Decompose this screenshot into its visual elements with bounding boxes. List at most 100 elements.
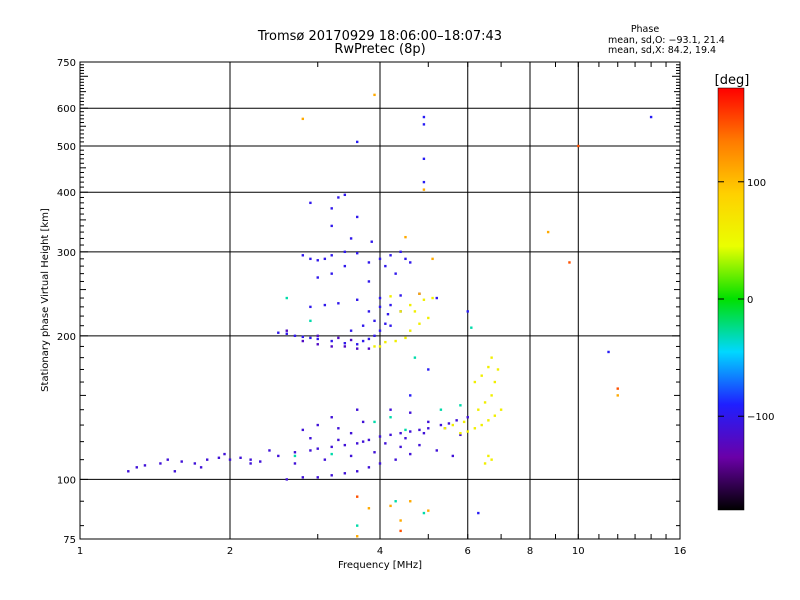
data-point (404, 428, 407, 432)
data-point (316, 259, 319, 262)
colorbar-label: [deg] (715, 73, 750, 88)
data-point (409, 500, 412, 503)
data-point (330, 345, 333, 348)
data-point (228, 458, 232, 461)
data-point (293, 454, 297, 458)
x-tick-label: 8 (527, 546, 533, 557)
data-point (616, 387, 619, 390)
data-point (431, 296, 434, 300)
data-point (330, 452, 333, 456)
data-point (293, 462, 297, 465)
data-point (373, 93, 376, 97)
data-point (309, 336, 312, 340)
data-point (277, 454, 280, 458)
data-point (373, 420, 376, 424)
data-point (455, 419, 458, 422)
data-point (285, 296, 288, 300)
data-point (439, 408, 443, 411)
data-point (394, 272, 397, 275)
data-point (649, 115, 653, 119)
grid-lines (80, 62, 680, 539)
data-point (159, 462, 162, 465)
data-point (301, 254, 305, 257)
data-point (459, 431, 462, 435)
data-point (316, 334, 319, 338)
y-tick-label: 500 (57, 142, 76, 153)
data-point (285, 329, 288, 332)
data-point (483, 462, 487, 465)
data-point (309, 319, 312, 323)
data-point (330, 224, 333, 228)
data-point (127, 470, 130, 473)
x-tick-label: 4 (377, 546, 383, 557)
data-point (422, 511, 426, 515)
stats-heading: Phase (631, 24, 660, 35)
data-point (343, 250, 347, 254)
data-point (309, 449, 312, 452)
data-point (378, 305, 382, 309)
data-point (301, 335, 305, 339)
data-point (143, 464, 147, 467)
x-axis-label: Frequency [MHz] (338, 560, 422, 571)
data-point (330, 445, 333, 449)
data-point (490, 356, 493, 359)
data-point (367, 347, 371, 350)
data-point (378, 462, 382, 465)
x-tick-label: 10 (572, 546, 585, 557)
data-point (349, 454, 353, 458)
data-point (427, 427, 430, 430)
data-point (422, 115, 426, 119)
data-point (301, 339, 305, 343)
data-point (477, 408, 480, 411)
data-point (459, 404, 462, 407)
data-point (399, 519, 402, 522)
data-point (384, 264, 387, 268)
data-point (409, 394, 412, 397)
x-tick-label: 2 (227, 546, 233, 557)
data-point (173, 470, 177, 473)
data-point (205, 458, 209, 461)
data-point (418, 428, 421, 432)
data-point (355, 524, 359, 527)
data-point (323, 303, 327, 307)
data-point (330, 272, 333, 275)
data-point (330, 207, 333, 210)
data-point (483, 401, 487, 404)
data-point (316, 447, 319, 450)
data-point (217, 456, 221, 459)
data-point (422, 431, 426, 435)
data-point (249, 462, 252, 465)
data-point (370, 240, 373, 243)
data-point (399, 250, 402, 254)
data-point (413, 356, 417, 359)
data-point (451, 423, 455, 427)
y-axis: 75 100 200 300 400 500 600 750 (57, 58, 680, 546)
data-point (394, 500, 397, 503)
data-point (355, 215, 359, 219)
data-point (568, 261, 571, 264)
data-point (337, 336, 340, 340)
data-point (316, 476, 319, 479)
data-point (309, 437, 312, 440)
data-point (355, 535, 359, 538)
data-point (373, 319, 376, 323)
data-point (367, 507, 371, 510)
data-point (422, 157, 426, 161)
data-point (343, 193, 347, 197)
data-point (435, 449, 438, 452)
data-point (466, 416, 469, 419)
y-axis-label: Stationary phase Virtual Height [km] (40, 208, 51, 392)
chart-subtitle: RwPretec (8p) (334, 42, 425, 57)
data-point (389, 433, 392, 437)
data-point (384, 322, 387, 325)
x-tick-label: 1 (77, 546, 83, 557)
data-point (409, 452, 412, 456)
data-point (301, 476, 305, 479)
data-point (378, 257, 382, 261)
data-point (487, 419, 490, 422)
data-point (577, 144, 580, 148)
data-point (447, 422, 451, 425)
x-tick-label: 6 (465, 546, 471, 557)
data-point (373, 334, 376, 338)
